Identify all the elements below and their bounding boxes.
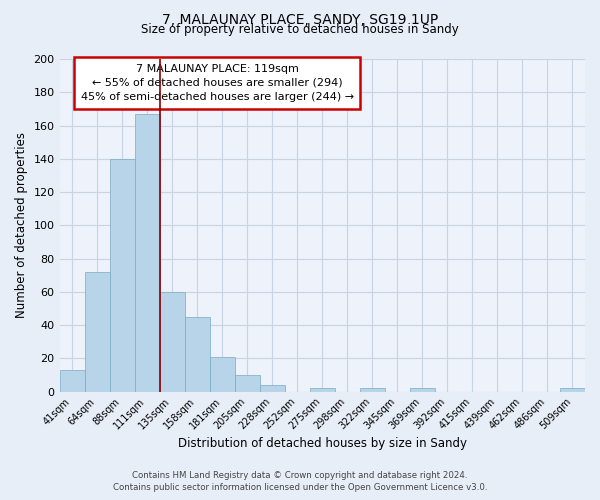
Y-axis label: Number of detached properties: Number of detached properties (15, 132, 28, 318)
Text: Contains HM Land Registry data © Crown copyright and database right 2024.
Contai: Contains HM Land Registry data © Crown c… (113, 471, 487, 492)
Bar (310, 388, 335, 392)
Bar (134, 114, 160, 392)
Text: Size of property relative to detached houses in Sandy: Size of property relative to detached ho… (141, 22, 459, 36)
Bar (209, 356, 235, 392)
Bar (59, 370, 85, 392)
Bar (260, 385, 285, 392)
Text: 7, MALAUNAY PLACE, SANDY, SG19 1UP: 7, MALAUNAY PLACE, SANDY, SG19 1UP (162, 12, 438, 26)
Bar (360, 388, 385, 392)
Bar (235, 375, 260, 392)
X-axis label: Distribution of detached houses by size in Sandy: Distribution of detached houses by size … (178, 437, 467, 450)
Bar (110, 159, 134, 392)
Bar (410, 388, 435, 392)
Bar (185, 317, 209, 392)
Bar (160, 292, 185, 392)
Text: 7 MALAUNAY PLACE: 119sqm
← 55% of detached houses are smaller (294)
45% of semi-: 7 MALAUNAY PLACE: 119sqm ← 55% of detach… (80, 64, 354, 102)
Bar (85, 272, 110, 392)
Bar (560, 388, 585, 392)
